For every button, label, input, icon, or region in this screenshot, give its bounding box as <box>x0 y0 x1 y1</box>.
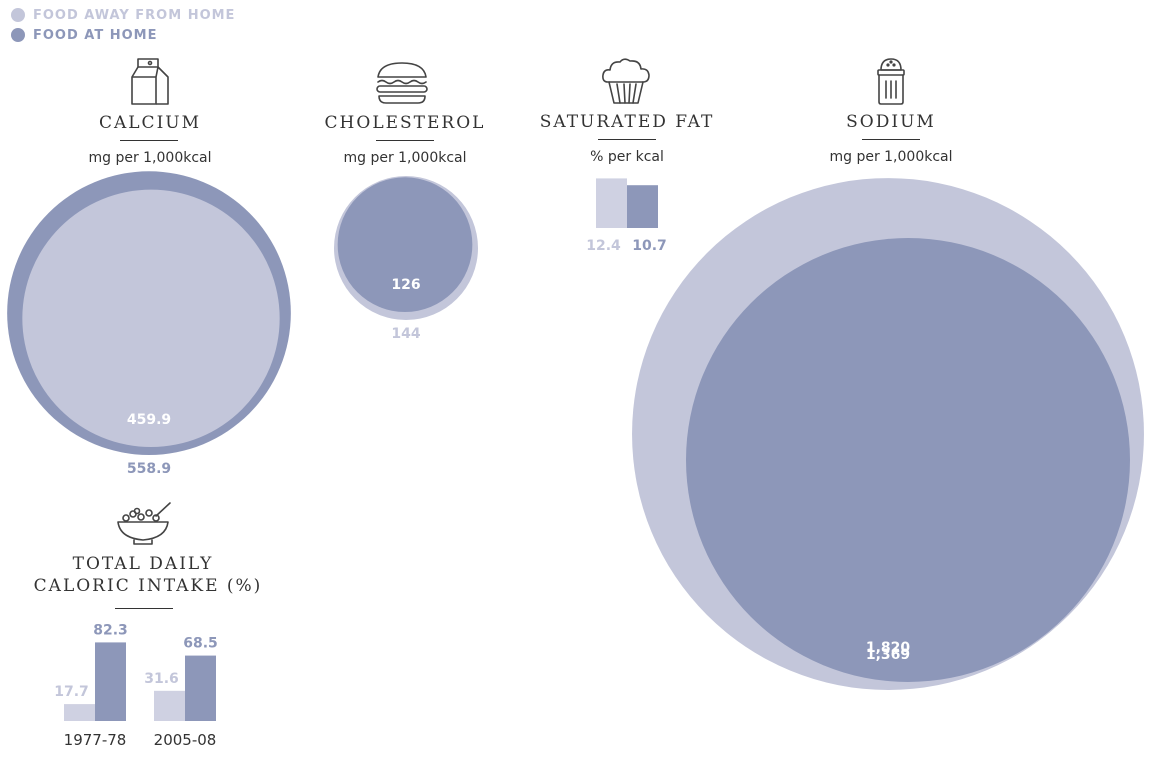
caloric-bar-home-2005-08 <box>185 655 216 721</box>
cholesterol-label-away: 144 <box>391 326 420 342</box>
caloric-value-label-away-1977-78: 17.7 <box>54 684 89 700</box>
caloric-bar-away-1977-78 <box>64 704 95 721</box>
calcium-title: CALCIUM <box>98 113 202 133</box>
cholesterol-title: CHOLESTEROL <box>324 113 486 133</box>
caloric-bar-away-2005-08 <box>154 690 185 721</box>
sodium-unit: mg per 1,000kcal <box>829 149 953 165</box>
caloric-category-label-1977-78: 1977-78 <box>64 731 127 749</box>
sodium-label-away: 1,820 <box>866 640 911 656</box>
saturated-fat-bar-away <box>596 178 627 228</box>
calcium-label-home: 558.9 <box>127 461 171 477</box>
cereal-bowl-icon <box>117 502 171 545</box>
milk-carton-icon <box>131 58 169 105</box>
sodium-bubble-home <box>686 238 1130 682</box>
legend-label-home: FOOD AT HOME <box>33 27 158 43</box>
legend-label-away: FOOD AWAY FROM HOME <box>33 7 236 23</box>
calcium-unit: mg per 1,000kcal <box>88 150 212 166</box>
calcium-title-rule <box>120 140 178 141</box>
legend: FOOD AWAY FROM HOME FOOD AT HOME <box>11 5 235 45</box>
cholesterol-bubble-home <box>337 177 473 312</box>
caloric-title-line2: CALORIC INTAKE (%) <box>33 576 263 596</box>
caloric-title-rule <box>115 608 173 609</box>
sodium-title-rule <box>862 139 920 140</box>
legend-swatch-away <box>11 8 25 22</box>
sodium-title: SODIUM <box>846 112 936 132</box>
cholesterol-label-home: 126 <box>391 277 420 293</box>
caloric-value-label-home-2005-08: 68.5 <box>183 636 218 652</box>
saturated-fat-title-rule <box>598 139 656 140</box>
saturated-fat-label-home: 10.7 <box>632 238 667 254</box>
sodium-label-home: 1,369 <box>866 647 910 663</box>
legend-swatch-home <box>11 28 25 42</box>
calcium-bubble-away <box>22 189 280 447</box>
legend-item-away: FOOD AWAY FROM HOME <box>11 5 235 25</box>
cholesterol-title-rule <box>376 140 434 141</box>
saturated-fat-bar-home <box>627 185 658 228</box>
legend-item-home: FOOD AT HOME <box>11 25 235 45</box>
saturated-fat-label-away: 12.4 <box>586 238 621 254</box>
cholesterol-unit: mg per 1,000kcal <box>343 150 467 166</box>
saturated-fat-unit: % per kcal <box>590 149 664 165</box>
caloric-title-line1: TOTAL DAILY <box>72 554 214 574</box>
calcium-label-away: 459.9 <box>127 412 171 428</box>
caloric-category-label-2005-08: 2005-08 <box>154 731 217 749</box>
salt-shaker-icon <box>877 58 905 105</box>
burger-icon <box>376 62 428 104</box>
caloric-value-label-away-2005-08: 31.6 <box>144 671 179 687</box>
caloric-value-label-home-1977-78: 82.3 <box>93 622 128 638</box>
caloric-bar-home-1977-78 <box>95 642 126 721</box>
saturated-fat-title: SATURATED FAT <box>539 112 715 132</box>
cupcake-icon <box>602 58 650 104</box>
